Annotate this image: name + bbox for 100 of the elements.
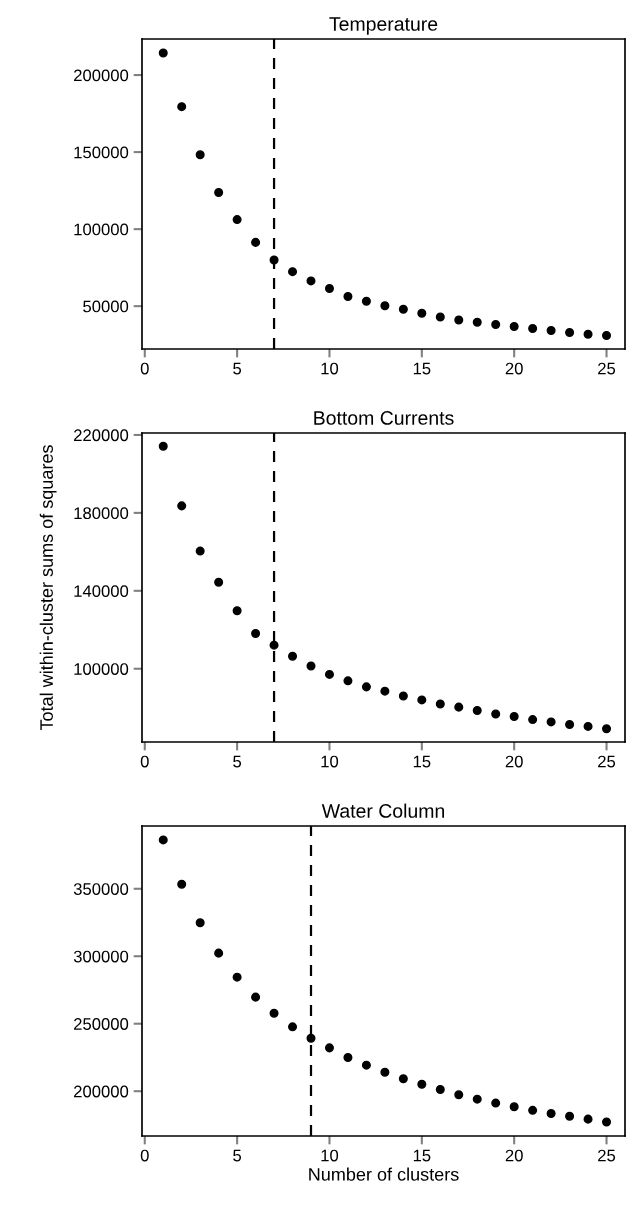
point — [565, 1111, 575, 1121]
y-tick-label: 200000 — [74, 69, 129, 82]
point — [306, 661, 316, 671]
point — [361, 682, 371, 692]
point — [288, 1022, 298, 1032]
point — [435, 1084, 445, 1094]
point — [491, 709, 501, 719]
y-tick-label: 180000 — [74, 507, 129, 520]
point — [324, 1043, 334, 1053]
point — [251, 628, 261, 638]
x-tick-label: 5 — [233, 1149, 242, 1162]
x-tick-label: 5 — [233, 362, 242, 375]
point — [435, 312, 445, 322]
chart-title: Bottom Currents — [314, 411, 454, 425]
point — [528, 323, 538, 334]
point — [214, 948, 224, 958]
point — [195, 150, 205, 160]
point — [565, 719, 575, 729]
point — [491, 319, 501, 330]
point — [417, 1079, 427, 1089]
point — [158, 48, 168, 58]
y-tick-label: 50000 — [83, 300, 129, 313]
y-tick-label: 350000 — [73, 883, 129, 895]
point — [602, 724, 612, 734]
point — [158, 441, 168, 451]
point — [232, 972, 242, 982]
point — [398, 1074, 408, 1084]
point — [491, 1098, 501, 1108]
point — [565, 327, 575, 338]
y-tick-label: 220000 — [74, 429, 129, 442]
point — [343, 676, 353, 686]
x-tick-label: 20 — [505, 755, 523, 768]
x-tick-label: 15 — [413, 1149, 431, 1162]
point — [509, 321, 519, 332]
x-tick-label: 0 — [140, 362, 149, 375]
point — [509, 711, 519, 721]
y-tick-label: 140000 — [74, 585, 129, 598]
point — [177, 501, 187, 511]
x-tick-label: 20 — [505, 362, 523, 375]
point — [324, 283, 334, 293]
point — [417, 695, 427, 705]
point — [398, 691, 408, 701]
point — [546, 717, 556, 727]
point — [214, 187, 224, 197]
point — [232, 215, 242, 225]
x-tick-label: 10 — [321, 1149, 339, 1162]
point — [472, 1094, 482, 1104]
point — [583, 329, 593, 339]
point — [602, 330, 612, 340]
point — [324, 669, 334, 679]
point — [251, 992, 261, 1002]
point — [288, 267, 298, 277]
point — [472, 705, 482, 715]
point — [361, 296, 371, 306]
x-tick-label: 25 — [598, 1149, 616, 1162]
point — [251, 237, 261, 247]
point — [177, 102, 187, 112]
point — [269, 640, 279, 650]
point — [195, 918, 205, 928]
x-tick-label: 25 — [598, 362, 616, 375]
point — [158, 835, 168, 845]
point — [177, 879, 187, 889]
point — [195, 546, 205, 556]
chart-title: Temperature — [329, 17, 438, 35]
point — [583, 1114, 593, 1124]
x-axis-title: Number of clusters — [309, 1167, 459, 1181]
point — [528, 1105, 538, 1115]
y-axis-title: Total within-cluster sums of squares — [39, 445, 57, 731]
y-tick-label: 250000 — [74, 1018, 129, 1030]
x-tick-label: 15 — [413, 362, 431, 375]
x-tick-label: 25 — [598, 755, 616, 768]
y-tick-label: 300000 — [73, 950, 129, 963]
point — [214, 577, 224, 587]
point — [288, 651, 298, 661]
point — [546, 325, 556, 336]
y-tick-label: 150000 — [74, 146, 129, 159]
point — [380, 1067, 390, 1077]
point — [454, 1090, 464, 1100]
point — [343, 1052, 353, 1062]
x-tick-label: 15 — [413, 755, 431, 768]
point — [306, 276, 316, 286]
x-tick-label: 10 — [321, 362, 339, 375]
x-tick-label: 10 — [321, 755, 339, 768]
x-tick-label: 5 — [233, 755, 242, 768]
point — [232, 606, 242, 616]
point — [361, 1060, 371, 1070]
y-tick-label: 200000 — [74, 1085, 129, 1098]
x-tick-label: 0 — [140, 755, 149, 768]
y-tick-label: 100000 — [74, 223, 129, 236]
point — [583, 721, 593, 731]
point — [343, 291, 353, 301]
point — [602, 1117, 612, 1127]
point — [509, 1102, 519, 1112]
point — [380, 301, 390, 311]
point — [269, 1008, 279, 1018]
x-tick-label: 0 — [140, 1149, 149, 1162]
point — [472, 317, 482, 327]
point — [435, 699, 445, 709]
point — [398, 304, 408, 314]
point — [454, 702, 464, 712]
